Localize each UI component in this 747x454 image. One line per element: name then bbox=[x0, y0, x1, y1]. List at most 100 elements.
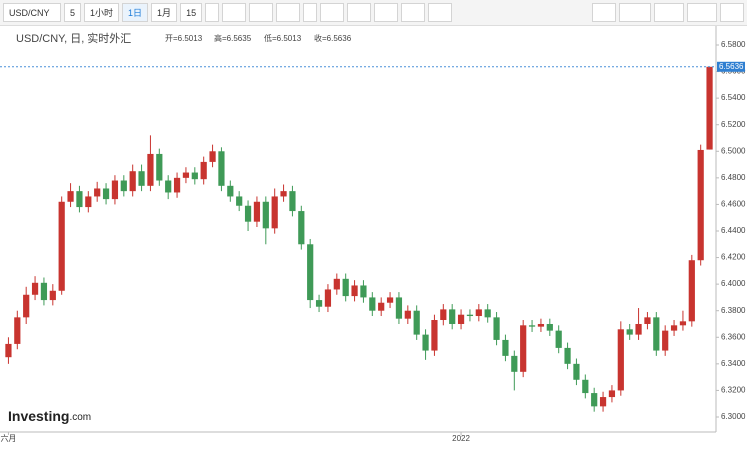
candle-body bbox=[191, 172, 198, 180]
candle-body bbox=[200, 161, 207, 180]
candle-body bbox=[511, 355, 518, 372]
legend-close: 收=6.5636 bbox=[314, 33, 352, 43]
candle-body bbox=[76, 191, 83, 208]
draw-button[interactable] bbox=[428, 3, 453, 22]
compare-button[interactable] bbox=[374, 3, 399, 22]
candle-body bbox=[165, 180, 172, 193]
candle-body bbox=[351, 285, 358, 297]
y-tick-label: 6.4600 bbox=[721, 200, 746, 209]
cloud-button[interactable] bbox=[654, 3, 684, 22]
candle-body bbox=[227, 185, 234, 197]
candle-body bbox=[502, 339, 509, 356]
candle-body bbox=[599, 397, 607, 407]
candle-body bbox=[440, 309, 447, 321]
candle-body bbox=[697, 149, 704, 261]
settings-button[interactable] bbox=[320, 3, 345, 22]
y-tick-label: 6.3200 bbox=[721, 386, 746, 395]
candle-body bbox=[493, 317, 500, 340]
dropdown-button[interactable] bbox=[303, 3, 318, 22]
candle-body bbox=[457, 314, 465, 324]
y-tick-label: 6.5400 bbox=[721, 93, 746, 102]
candle-body bbox=[360, 285, 367, 298]
candle-body bbox=[298, 211, 305, 245]
candle-body bbox=[67, 191, 74, 202]
legend-low: 低=6.5013 bbox=[264, 33, 302, 43]
legend-open: 开=6.5013 bbox=[165, 34, 203, 43]
candle-body bbox=[49, 290, 56, 301]
candle-body bbox=[404, 310, 411, 319]
y-tick-label: 6.4800 bbox=[721, 173, 746, 182]
candle-body bbox=[378, 302, 385, 311]
candle-body bbox=[644, 317, 651, 324]
candle-body bbox=[528, 325, 536, 327]
indicators-button[interactable] bbox=[347, 3, 372, 22]
color-button[interactable] bbox=[619, 3, 651, 22]
candle-body bbox=[111, 180, 119, 200]
undo-button[interactable] bbox=[401, 3, 426, 22]
upload-button[interactable] bbox=[687, 3, 717, 22]
candle-body bbox=[14, 317, 21, 344]
candle-body bbox=[466, 314, 474, 317]
candle-body bbox=[147, 153, 154, 186]
y-tick-label: 6.5000 bbox=[721, 146, 746, 155]
logo-brand: Investing bbox=[8, 408, 69, 424]
candle-body bbox=[591, 393, 598, 407]
logo: Investing.com bbox=[8, 408, 91, 424]
y-tick-label: 6.3800 bbox=[721, 306, 746, 315]
candle-body bbox=[40, 282, 48, 301]
candle-body bbox=[315, 300, 323, 307]
candle-body bbox=[218, 151, 225, 186]
price-label: 6.5636 bbox=[719, 62, 744, 71]
y-tick-label: 6.5800 bbox=[721, 40, 746, 49]
candle-body bbox=[156, 153, 163, 181]
y-tick-label: 6.4400 bbox=[721, 226, 746, 235]
fullscreen-button[interactable] bbox=[720, 3, 744, 22]
candle-body bbox=[688, 260, 695, 322]
candle-body bbox=[342, 278, 349, 297]
logo-suffix: .com bbox=[69, 412, 91, 423]
candle-body bbox=[173, 177, 181, 193]
candle-body bbox=[85, 196, 92, 208]
y-tick-label: 6.4200 bbox=[721, 253, 746, 262]
candle-body bbox=[635, 323, 642, 335]
interval-button[interactable]: 5 bbox=[64, 3, 82, 22]
interval-button[interactable]: 1月 bbox=[151, 3, 178, 22]
candle-body bbox=[5, 343, 12, 358]
candle-body bbox=[475, 309, 482, 317]
candle-body bbox=[182, 172, 190, 178]
candle-body bbox=[31, 282, 39, 295]
candle-body bbox=[653, 317, 660, 351]
bar-type-button[interactable] bbox=[276, 3, 301, 22]
candle-body bbox=[102, 188, 110, 200]
candle-type-button[interactable] bbox=[222, 3, 247, 22]
legend-high: 高=6.5635 bbox=[214, 33, 252, 43]
candle-body bbox=[262, 201, 269, 229]
candle-body bbox=[537, 323, 545, 327]
snapshot-button[interactable] bbox=[592, 3, 616, 22]
dropdown-button[interactable] bbox=[205, 3, 220, 22]
candle-body bbox=[670, 325, 678, 331]
candle-body bbox=[617, 329, 624, 391]
candle-body bbox=[129, 171, 136, 192]
candle-body bbox=[236, 196, 243, 206]
interval-button[interactable]: 15 bbox=[180, 3, 203, 22]
candle-body bbox=[564, 347, 571, 364]
candle-body bbox=[23, 294, 30, 318]
candle-body bbox=[608, 390, 616, 398]
y-tick-label: 6.3400 bbox=[721, 359, 746, 368]
candle-body bbox=[555, 330, 562, 348]
symbol-box[interactable]: USD/CNY bbox=[3, 3, 61, 22]
candle-body bbox=[413, 310, 420, 335]
line-type-button[interactable] bbox=[249, 3, 274, 22]
candle-body bbox=[626, 329, 633, 335]
candle-body bbox=[582, 379, 589, 394]
chart-title: USD/CNY, 日, 实时外汇 bbox=[16, 31, 131, 45]
interval-button[interactable]: 1小时 bbox=[84, 3, 120, 22]
x-tick-label: 2022 bbox=[452, 434, 470, 443]
chart: USD/CNY, 日, 实时外汇 开=6.5013 高=6.5635 低=6.5… bbox=[0, 26, 746, 443]
candle-body bbox=[546, 323, 553, 331]
interval-button[interactable]: 1日 bbox=[122, 3, 149, 22]
candle-body bbox=[706, 66, 713, 150]
y-tick-label: 6.4000 bbox=[721, 279, 746, 288]
